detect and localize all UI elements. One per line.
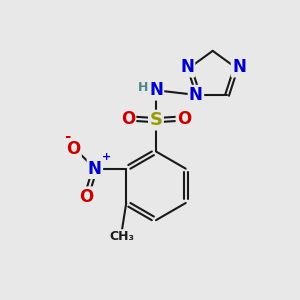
Text: N: N [149, 81, 163, 99]
Text: N: N [180, 58, 194, 76]
Text: O: O [121, 110, 135, 128]
Text: O: O [79, 188, 93, 206]
Text: +: + [101, 152, 111, 162]
Text: CH₃: CH₃ [109, 230, 134, 243]
Text: O: O [177, 110, 191, 128]
Text: H: H [138, 81, 148, 94]
Text: O: O [66, 140, 80, 158]
Text: -: - [64, 129, 70, 144]
Text: N: N [232, 58, 246, 76]
Text: N: N [189, 86, 203, 104]
Text: N: N [88, 160, 102, 178]
Text: S: S [149, 111, 163, 129]
